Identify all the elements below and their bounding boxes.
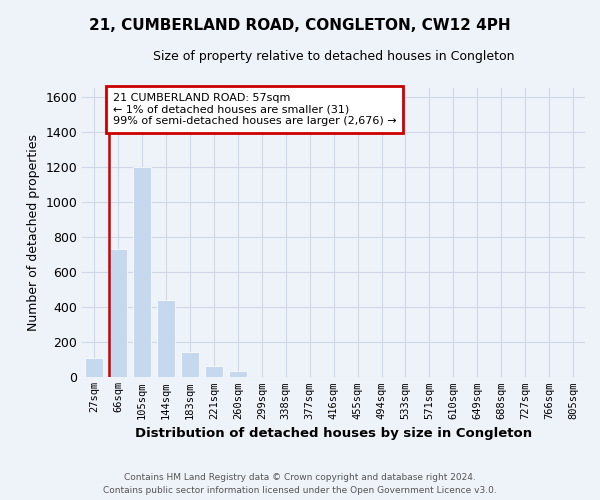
- Text: 21 CUMBERLAND ROAD: 57sqm
← 1% of detached houses are smaller (31)
99% of semi-d: 21 CUMBERLAND ROAD: 57sqm ← 1% of detach…: [113, 93, 397, 126]
- Bar: [109, 249, 127, 377]
- Y-axis label: Number of detached properties: Number of detached properties: [27, 134, 40, 331]
- Bar: [157, 300, 175, 377]
- Bar: [133, 166, 151, 377]
- X-axis label: Distribution of detached houses by size in Congleton: Distribution of detached houses by size …: [135, 427, 532, 440]
- Text: Contains HM Land Registry data © Crown copyright and database right 2024.
Contai: Contains HM Land Registry data © Crown c…: [103, 473, 497, 495]
- Bar: [181, 352, 199, 377]
- Bar: [229, 371, 247, 377]
- Title: Size of property relative to detached houses in Congleton: Size of property relative to detached ho…: [153, 50, 514, 63]
- Text: 21, CUMBERLAND ROAD, CONGLETON, CW12 4PH: 21, CUMBERLAND ROAD, CONGLETON, CW12 4PH: [89, 18, 511, 32]
- Bar: [205, 366, 223, 377]
- Bar: [85, 358, 103, 377]
